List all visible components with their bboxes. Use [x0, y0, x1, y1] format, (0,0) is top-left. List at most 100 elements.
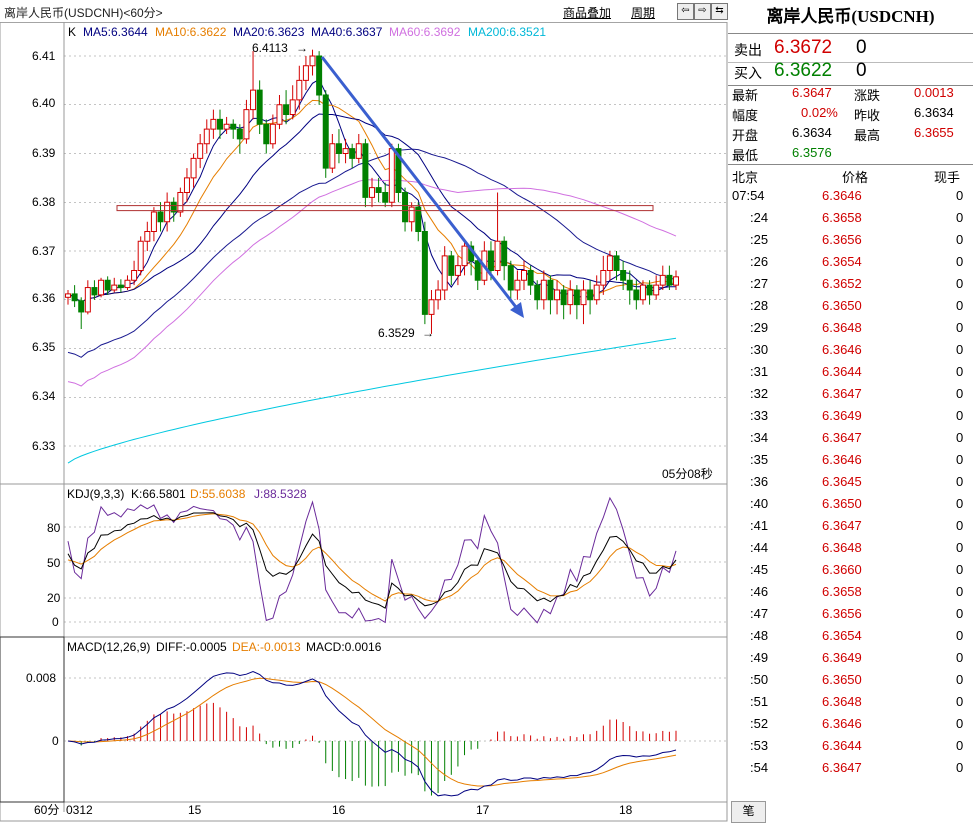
- candle-body: [501, 240, 508, 267]
- macd-axis-box: [0, 636, 65, 803]
- tick-volume: 0: [956, 276, 964, 291]
- tick-price: 6.3649: [822, 650, 862, 665]
- trend-arrow-line: [320, 56, 521, 312]
- ma200-line: [67, 337, 677, 464]
- candle-body: [441, 255, 448, 291]
- tab-ticks[interactable]: 笔: [731, 801, 766, 823]
- tick-time: :26: [750, 254, 769, 269]
- candle-body: [164, 201, 171, 223]
- tick-price: 6.3656: [822, 232, 862, 247]
- y-tick-label: 6.37: [32, 244, 56, 258]
- ma40-legend: MA40:6.3637: [311, 25, 383, 39]
- tick-volume: 0: [956, 254, 964, 269]
- tick-time: :45: [750, 562, 769, 577]
- candle-body: [256, 89, 263, 125]
- stat-pct-label: 幅度: [732, 108, 759, 123]
- tick-time: :54: [750, 760, 769, 775]
- sell-row: 卖出 6.3672 0: [728, 34, 973, 63]
- stat-latest-label: 最新: [732, 88, 759, 103]
- candle-body: [534, 284, 541, 301]
- y-tick-label: 6.40: [32, 96, 56, 110]
- stat-prevclose-value: 6.3634: [914, 105, 954, 120]
- ticks-header-time: 北京: [732, 170, 759, 185]
- tick-price: 6.3647: [822, 430, 862, 445]
- ma-lines: [67, 78, 677, 464]
- scroll-right-button[interactable]: ⇨: [694, 3, 711, 20]
- candle-body: [620, 270, 627, 281]
- tick-row: :33 6.3649 0: [728, 407, 973, 429]
- tick-time: :25: [750, 232, 769, 247]
- tick-row: :34 6.3647 0: [728, 429, 973, 451]
- candle-body: [560, 289, 567, 306]
- period-link[interactable]: 周期: [631, 6, 656, 20]
- stat-pct-value: 0.02%: [801, 105, 838, 120]
- tick-row: :27 6.3652 0: [728, 275, 973, 297]
- tick-time: :28: [750, 298, 769, 313]
- macd-header: MACD(12,26,9): [67, 640, 150, 654]
- candle-body: [435, 289, 442, 301]
- candle-body: [263, 123, 270, 145]
- ma60-legend: MA60:6.3692: [389, 25, 461, 39]
- tick-time: :36: [750, 474, 769, 489]
- candle-body: [335, 143, 342, 154]
- candle-body: [230, 123, 237, 130]
- candlestick-chart[interactable]: 6.41 6.40 6.39 6.38 6.37 6.36 6.35 6.34 …: [0, 21, 728, 822]
- candle-body: [223, 123, 230, 130]
- tick-row: :31 6.3644 0: [728, 363, 973, 385]
- overlay-commodity-link[interactable]: 商品叠加: [563, 6, 612, 20]
- candle-body: [157, 211, 164, 223]
- gridlines: [64, 55, 727, 742]
- tick-price: 6.3647: [822, 760, 862, 775]
- tick-row: :45 6.3660 0: [728, 561, 973, 583]
- tick-price: 6.3648: [822, 694, 862, 709]
- tick-time: :51: [750, 694, 769, 709]
- stat-low-label: 最低: [732, 148, 759, 163]
- x-tick-label: 17: [476, 803, 490, 817]
- tick-volume: 0: [956, 496, 964, 511]
- tick-price: 6.3646: [822, 188, 862, 203]
- candle-body: [124, 279, 131, 289]
- ma20-line: [67, 113, 677, 303]
- candle-body: [633, 289, 640, 301]
- tick-volume: 0: [956, 408, 964, 423]
- scroll-left-button[interactable]: ⇦: [677, 3, 694, 20]
- tick-price: 6.3650: [822, 672, 862, 687]
- candle-body: [309, 55, 316, 67]
- tick-row: :32 6.3647 0: [728, 385, 973, 407]
- macd-dea-line: [67, 677, 677, 787]
- y-tick-label: 6.33: [32, 439, 56, 453]
- tick-time: :31: [750, 364, 769, 379]
- tick-row: 07:54 6.3646 0: [728, 187, 973, 209]
- tick-row: :36 6.3645 0: [728, 473, 973, 495]
- candle-body: [84, 287, 91, 313]
- tick-row: :44 6.3648 0: [728, 539, 973, 561]
- tick-price: 6.3650: [822, 298, 862, 313]
- zoom-button[interactable]: ⇆: [711, 3, 728, 20]
- tick-volume: 0: [956, 716, 964, 731]
- chart-area[interactable]: 6.41 6.40 6.39 6.38 6.37 6.36 6.35 6.34 …: [0, 21, 729, 822]
- candle-body: [547, 279, 554, 301]
- tick-row: :46 6.3658 0: [728, 583, 973, 605]
- tick-row: :47 6.3656 0: [728, 605, 973, 627]
- tick-volume: 0: [956, 694, 964, 709]
- macd-dea-value: DEA:-0.0013: [232, 640, 301, 654]
- candle-body: [474, 260, 481, 281]
- candle-body: [243, 109, 250, 140]
- tick-price: 6.3654: [822, 628, 862, 643]
- tick-volume: 0: [956, 672, 964, 687]
- sell-price: 6.3672: [774, 37, 833, 58]
- tick-row: :48 6.3654 0: [728, 627, 973, 649]
- ticks-divider: [728, 164, 973, 165]
- sell-label: 卖出: [734, 42, 762, 58]
- candle-body: [65, 293, 71, 298]
- candle-body: [402, 192, 409, 223]
- tick-volume: 0: [956, 342, 964, 357]
- tick-volume: 0: [956, 364, 964, 379]
- stat-prevclose-label: 昨收: [854, 108, 881, 123]
- candle-body: [137, 240, 144, 271]
- ma5-legend: MA5:6.3644: [83, 25, 148, 39]
- candle-body: [131, 270, 138, 281]
- candle-body: [283, 104, 290, 115]
- tick-price: 6.3654: [822, 254, 862, 269]
- tick-time: 07:54: [732, 188, 765, 203]
